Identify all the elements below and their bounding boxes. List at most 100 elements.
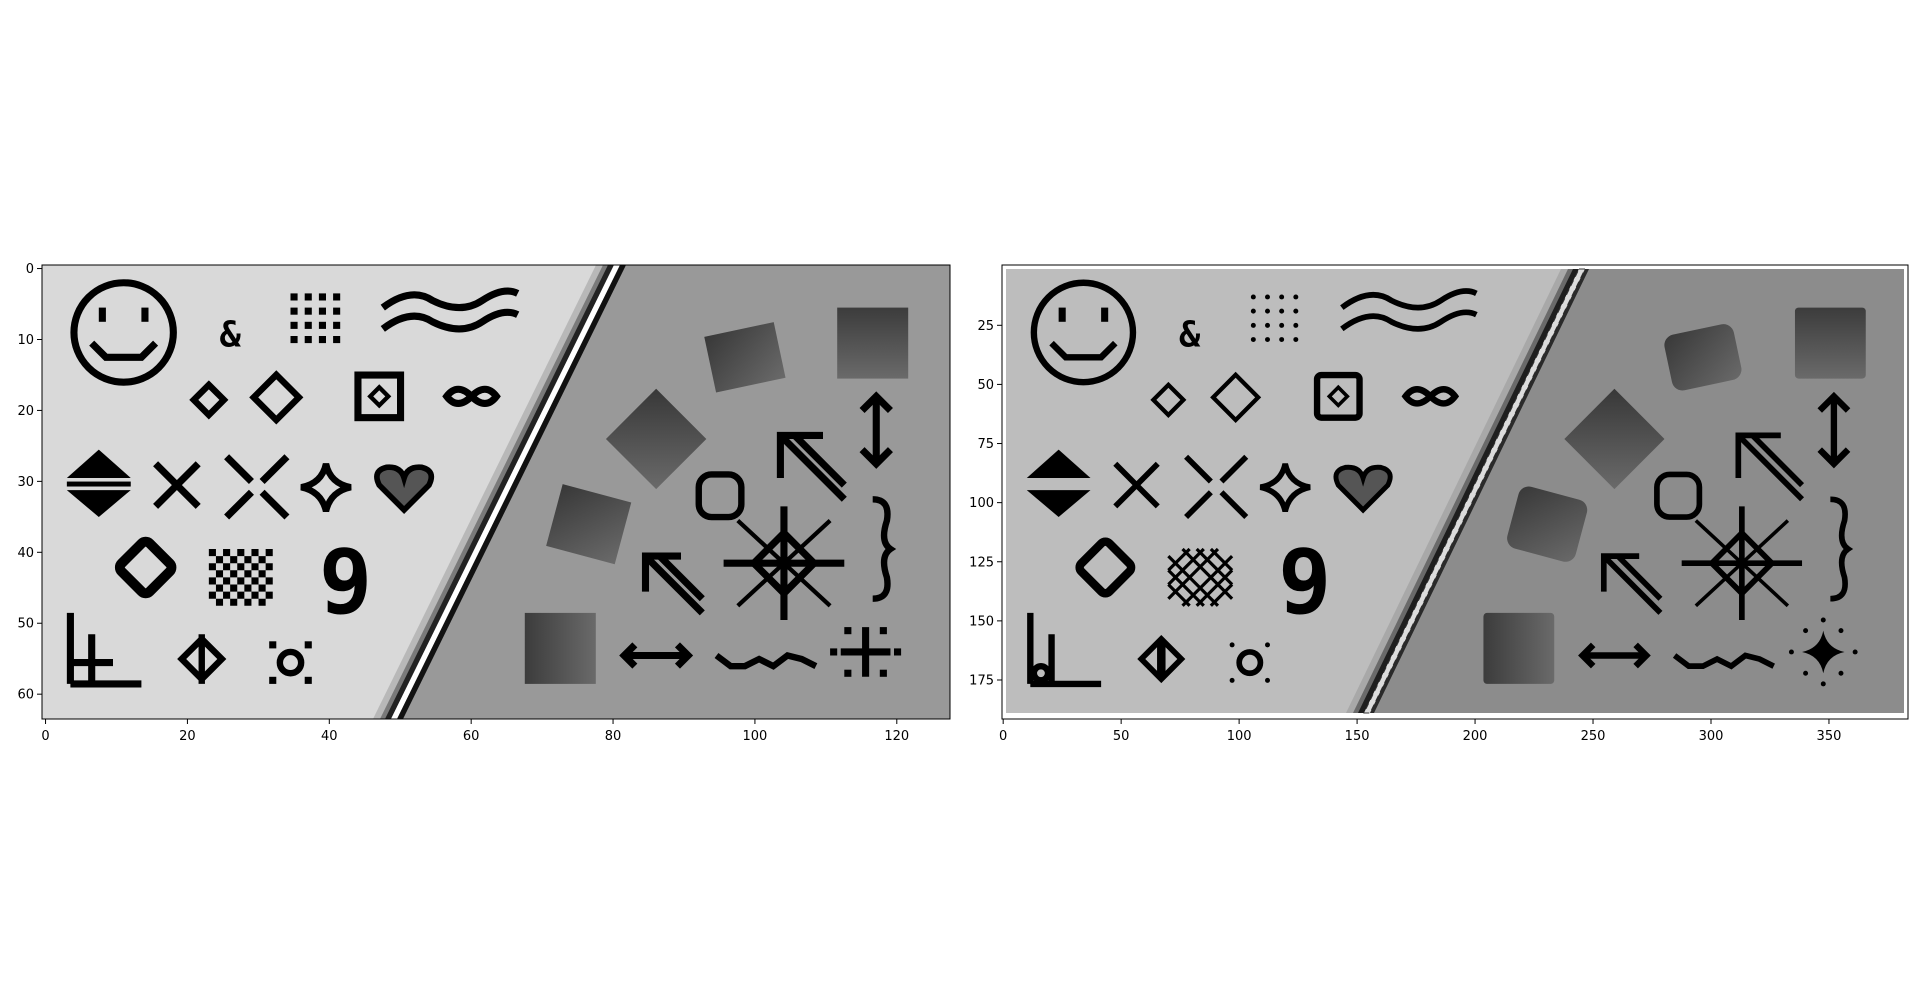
right-y-tick-label-6: 175 <box>969 673 994 688</box>
arrow-up-left-glyph-r <box>1735 432 1805 502</box>
left-x-tick-label-3: 60 <box>463 729 480 744</box>
small-diamond-glyph-r <box>1150 381 1187 418</box>
left-y-tick-label-5: 50 <box>17 617 34 632</box>
waves-glyph-r <box>1340 288 1478 332</box>
sparkle-glyph-r <box>1788 617 1858 687</box>
left-diagonal-stripe <box>373 265 626 719</box>
right-x-tick-label-4: 200 <box>1463 729 1488 744</box>
tilted-square-glyph-2 <box>546 484 632 565</box>
left-y-tick-label-4: 40 <box>17 546 34 561</box>
left-y-tick-label-0: 0 <box>26 262 34 277</box>
ampersand-glyph-r: & <box>1179 315 1201 356</box>
circled-bar-glyph <box>177 634 227 684</box>
tilde-line-glyph <box>714 652 818 670</box>
sun-dots-glyph-r <box>1229 642 1270 683</box>
ring-diamond-glyph <box>114 536 177 599</box>
shaded-square-glyph <box>837 307 909 379</box>
left-panel-frame <box>41 264 951 720</box>
tilted-square-glyph <box>704 322 786 393</box>
double-triangle-glyph-r <box>1026 449 1091 518</box>
right-x-tick-label-2: 100 <box>1227 729 1252 744</box>
ring-diamond-glyph-r <box>1075 537 1136 598</box>
curly-brace-glyph <box>872 496 897 602</box>
rotated-square-glyph-r <box>1564 388 1665 490</box>
right-image-panel: & <box>969 264 1909 744</box>
sparkle-glyph <box>830 627 902 677</box>
right-glyphs: & <box>1026 279 1866 688</box>
diamond-glyph-r <box>1210 371 1262 423</box>
updown-arrow-glyph <box>859 391 893 469</box>
right-x-tick-label-1: 50 <box>1113 729 1130 744</box>
split-cross-glyph-r <box>1184 454 1249 520</box>
shaded-square-glyph-2-r <box>1483 612 1555 684</box>
right-y-tick-label-0: 25 <box>977 319 994 334</box>
compass-cross-glyph-r <box>1681 506 1803 620</box>
corner-bracket-glyph-r <box>1027 612 1102 688</box>
right-x-tick-label-3: 150 <box>1345 729 1370 744</box>
curly-brace-glyph-r <box>1830 496 1854 602</box>
right-diagonal-stripe <box>1346 268 1589 714</box>
star4-glyph-r <box>1259 463 1311 513</box>
boxed-diamond-glyph <box>354 371 405 422</box>
right-y-tick-label-5: 150 <box>969 614 994 629</box>
rotated-square-glyph <box>605 388 707 490</box>
right-x-tick-label-7: 350 <box>1817 729 1842 744</box>
left-y-tick-label-2: 20 <box>17 404 34 419</box>
compass-cross-glyph <box>723 506 845 620</box>
arrow-up-left-glyph-2-r <box>1600 553 1663 615</box>
left-x-tick-label-6: 120 <box>884 729 909 744</box>
nine-glyph-r: 9 <box>1278 531 1331 634</box>
octagon-glyph-r <box>1654 471 1703 520</box>
left-y-tick-label-3: 30 <box>17 475 34 490</box>
corner-bracket-glyph <box>66 612 142 688</box>
right-x-tick-label-5: 250 <box>1581 729 1606 744</box>
nine-glyph: 9 <box>319 531 372 634</box>
infinity-glyph-r <box>1401 386 1460 407</box>
shaded-square-glyph-r <box>1794 307 1866 379</box>
arrow-up-left-glyph <box>776 431 847 502</box>
tilted-square-glyph-r <box>1664 324 1742 391</box>
heart-glyph-r <box>1333 464 1393 514</box>
arrow-up-left-glyph-2 <box>641 552 705 616</box>
left-y-tick-label-6: 60 <box>17 688 34 703</box>
smiley-glyph <box>70 279 177 386</box>
cross-glyph <box>153 461 201 509</box>
cross-glyph-r <box>1113 461 1160 509</box>
right-x-tick-label-0: 0 <box>999 729 1007 744</box>
left-background-dark <box>390 265 950 719</box>
left-x-tick-label-1: 20 <box>179 729 196 744</box>
sun-dots-glyph <box>269 641 312 684</box>
ampersand-glyph: & <box>220 315 242 356</box>
left-x-tick-label-5: 100 <box>743 729 768 744</box>
double-triangle-glyph <box>66 449 131 518</box>
tilted-square-glyph-2-r <box>1507 486 1588 562</box>
diamond-glyph <box>249 370 304 425</box>
dot-grid-glyph-r <box>1250 294 1299 343</box>
left-axes: 0 20 40 60 80 100 120 0 10 20 30 40 50 60 <box>17 262 909 744</box>
heart-glyph <box>374 464 435 514</box>
shaded-square-glyph-2 <box>524 612 596 684</box>
right-y-tick-label-2: 75 <box>977 437 994 452</box>
double-arrow-glyph-r <box>1578 642 1651 669</box>
star4-glyph <box>300 462 352 513</box>
double-arrow-glyph <box>619 642 694 669</box>
left-glyphs: & <box>66 279 909 688</box>
dot-grid-glyph <box>290 293 341 344</box>
split-cross-glyph <box>224 454 290 520</box>
right-axes: 0 50 100 150 200 250 300 350 25 50 75 100 125 150 175 <box>969 319 1841 744</box>
octagon-glyph <box>695 471 745 521</box>
right-background-dark <box>1369 269 1904 713</box>
right-y-tick-label-3: 100 <box>969 496 994 511</box>
left-x-tick-label-4: 80 <box>605 729 622 744</box>
right-x-tick-label-6: 300 <box>1699 729 1724 744</box>
smiley-glyph-r <box>1030 279 1137 386</box>
small-diamond-glyph <box>189 380 229 420</box>
waves-glyph <box>380 287 520 333</box>
right-y-tick-label-4: 125 <box>969 555 994 570</box>
updown-arrow-glyph-r <box>1817 391 1851 469</box>
right-panel-frame <box>1001 264 1909 720</box>
boxed-diamond-glyph-r <box>1313 371 1363 421</box>
left-y-tick-label-1: 10 <box>17 333 34 348</box>
circled-bar-glyph-r <box>1137 634 1186 684</box>
